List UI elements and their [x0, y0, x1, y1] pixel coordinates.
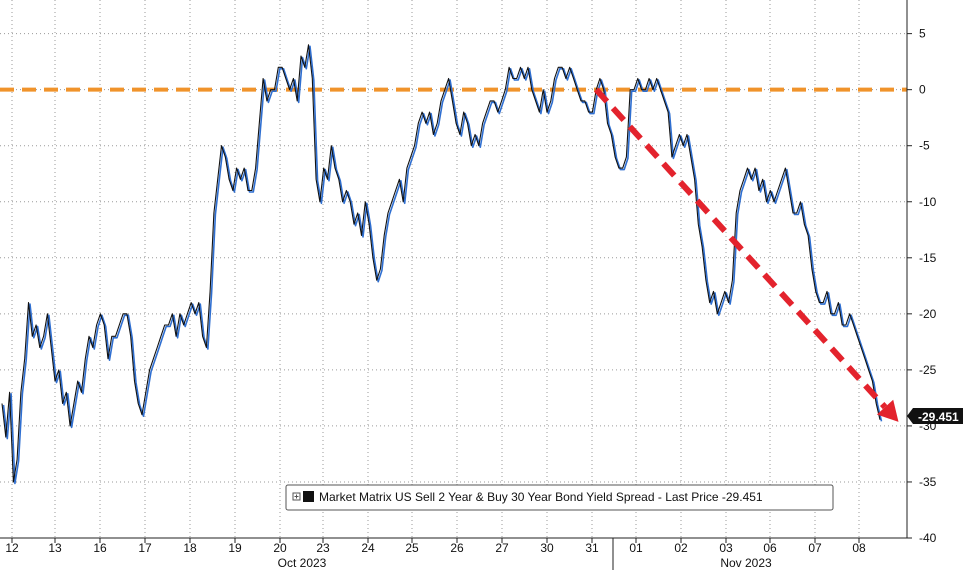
series-layer [1, 44, 883, 485]
y-tick-label: 5 [919, 27, 926, 41]
legend-box [285, 484, 834, 511]
month-label: Nov 2023 [720, 556, 772, 570]
y-tick-label: -10 [919, 195, 937, 209]
plot-area [0, 0, 907, 538]
x-tick-label: 06 [763, 541, 777, 555]
series-line [1, 44, 881, 483]
x-tick-label: 03 [719, 541, 733, 555]
x-tick-label: 19 [228, 541, 242, 555]
x-tick-label: 17 [138, 541, 152, 555]
x-tick-label: 12 [5, 541, 19, 555]
y-tick-label: -25 [919, 363, 937, 377]
trend-arrow-layer [593, 87, 899, 422]
y-tick-label: -20 [919, 307, 937, 321]
x-tick-label: 24 [361, 541, 375, 555]
x-tick-label: 02 [674, 541, 688, 555]
y-tick-label: -5 [919, 139, 930, 153]
x-tick-label: 25 [405, 541, 419, 555]
y-tick-label: -40 [919, 531, 937, 545]
legend-expand-icon[interactable] [292, 492, 301, 501]
y-tick-label: -35 [919, 475, 937, 489]
x-tick-label: 27 [495, 541, 509, 555]
trend-arrow-shaft [593, 87, 888, 410]
month-labels: Oct 2023 Nov 2023 [278, 556, 772, 570]
month-label: Oct 2023 [278, 556, 327, 570]
x-tick-label: 20 [273, 541, 287, 555]
x-tick-label: 26 [450, 541, 464, 555]
x-tick-label: 13 [48, 541, 62, 555]
x-tick-label: 01 [629, 541, 643, 555]
legend-swatch [303, 491, 314, 502]
x-ticks: 12 13 16 17 18 19 20 23 24 25 26 27 30 31 01 02 03 06 07 08 [5, 538, 866, 555]
legend: Market Matrix US Sell 2 Year & Buy 30 Ye… [285, 484, 834, 511]
x-tick-label: 07 [808, 541, 822, 555]
legend-label: Market Matrix US Sell 2 Year & Buy 30 Ye… [319, 490, 763, 504]
series-line-shadow [2, 45, 883, 485]
last-price-label: -29.451 [907, 408, 963, 424]
x-tick-label: 31 [585, 541, 599, 555]
x-tick-label: 30 [540, 541, 554, 555]
y-tick-label: -15 [919, 251, 937, 265]
x-tick-label: 16 [93, 541, 107, 555]
x-tick-label: 08 [852, 541, 866, 555]
last-price-value: -29.451 [918, 410, 959, 424]
y-ticks: 50-5-10-15-20-25-30-35-40 [907, 27, 937, 545]
x-tick-label: 23 [316, 541, 330, 555]
y-tick-label: 0 [919, 83, 926, 97]
x-tick-label: 18 [183, 541, 197, 555]
trend-arrow-head [876, 399, 899, 422]
grid [0, 0, 907, 539]
